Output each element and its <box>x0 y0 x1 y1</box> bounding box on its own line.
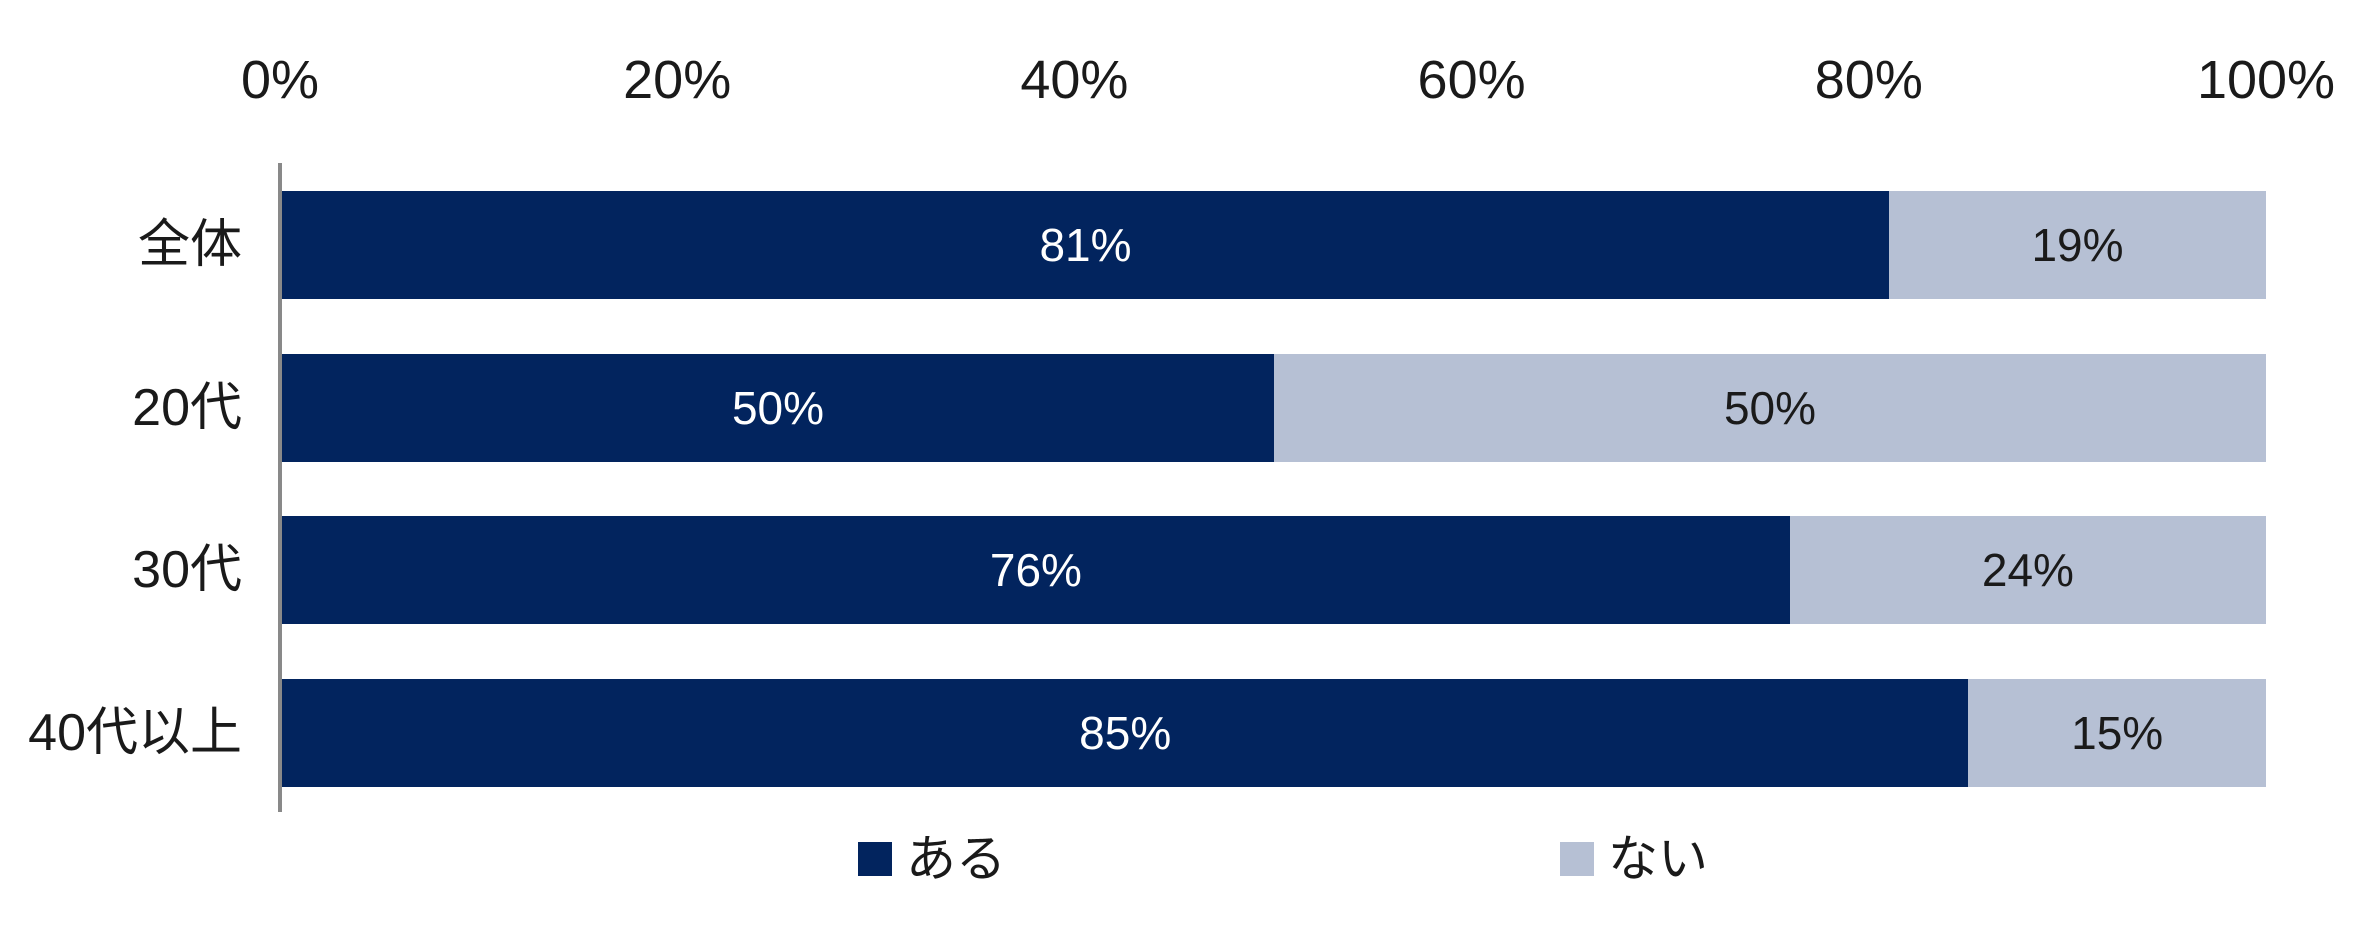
category-label: 30代 <box>132 541 242 599</box>
x-axis-tick-label: 100% <box>2196 50 2336 110</box>
category-label: 全体 <box>137 216 242 274</box>
bar-value-label: 85% <box>1079 707 1172 759</box>
legend-swatch-icon <box>858 842 892 876</box>
bar-value-label: 81% <box>1039 219 1132 271</box>
bar-value-label: 24% <box>1981 544 2074 596</box>
bar-segment-series-1: 85% <box>282 679 1969 787</box>
bar-segment-series-1: 76% <box>282 516 1790 624</box>
x-axis-tick-label: 40% <box>1020 50 1129 110</box>
bar-value-label: 50% <box>731 382 825 434</box>
legend-label: ない <box>1608 831 1708 887</box>
bar-segment-series-2: 24% <box>1789 516 2266 624</box>
legend-item: ある <box>858 833 1006 885</box>
bar-segment-series-1: 50% <box>282 354 1274 462</box>
category-label: 20代 <box>132 379 242 437</box>
bar-row: 76% 24% <box>282 516 2266 624</box>
legend-label: ある <box>906 831 1006 887</box>
legend-swatch-icon <box>1560 842 1594 876</box>
bar-row: 85% 15% <box>282 679 2266 787</box>
bar-segment-series-2: 15% <box>1968 679 2266 787</box>
bar-segment-series-2: 19% <box>1889 191 2266 299</box>
x-axis-tick-label: 60% <box>1417 50 1526 110</box>
bar-row: 81% 19% <box>282 191 2266 299</box>
x-axis-tick-label: 20% <box>623 50 732 110</box>
x-axis-tick-label: 80% <box>1814 50 1923 110</box>
bar-value-label: 19% <box>2031 219 2124 271</box>
bar-value-label: 50% <box>1723 382 1817 434</box>
legend-item: ない <box>1560 833 1708 885</box>
bar-segment-series-2: 50% <box>1274 354 2266 462</box>
bar-segment-series-1: 81% <box>282 191 1890 299</box>
bar-value-label: 15% <box>2071 707 2164 759</box>
y-axis-line <box>278 163 282 812</box>
bar-row: 50% 50% <box>282 354 2266 462</box>
x-axis-tick-label: 0% <box>240 50 320 110</box>
bar-value-label: 76% <box>989 544 1082 596</box>
category-label: 40代以上 <box>28 704 242 762</box>
